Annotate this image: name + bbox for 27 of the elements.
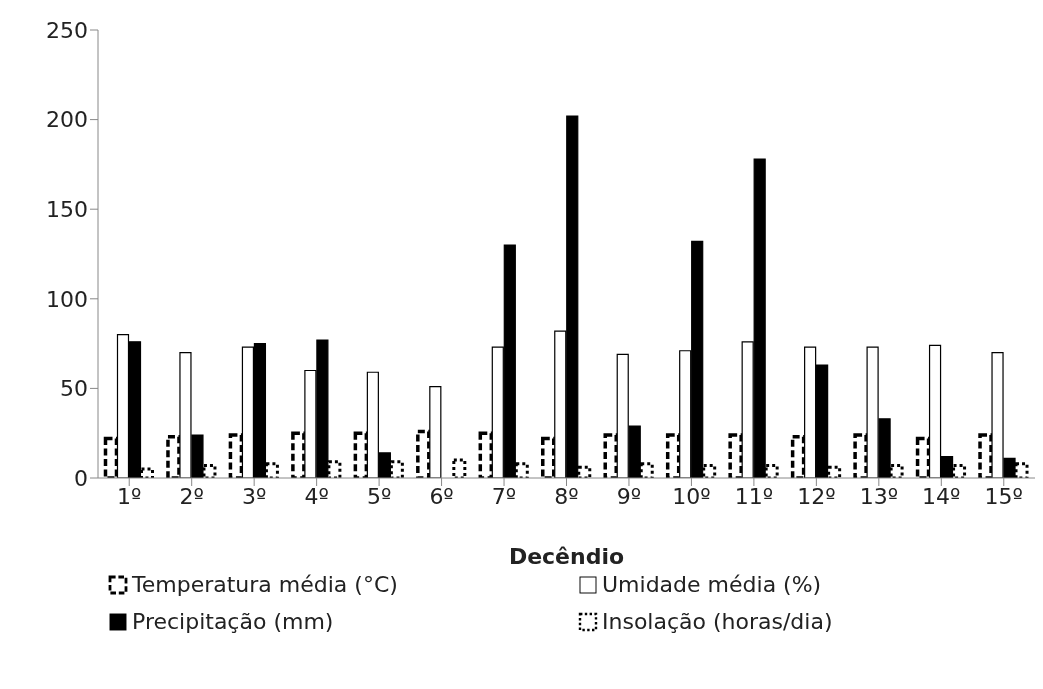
x-tick-label: 13º <box>859 483 899 509</box>
x-tick-label: 1º <box>117 483 142 509</box>
x-tick-label: 8º <box>554 483 579 509</box>
legend-label: Insolação (horas/dia) <box>602 609 833 634</box>
x-tick-label: 6º <box>429 483 454 509</box>
x-tick-label: 7º <box>491 483 517 509</box>
x-tick-label: 4º <box>304 483 329 509</box>
y-tick-label: 200 <box>46 107 88 133</box>
y-tick-label: 50 <box>60 376 88 402</box>
x-tick-label: 9º <box>616 483 642 509</box>
y-tick-label: 0 <box>74 465 88 491</box>
x-tick-label: 2º <box>179 483 204 509</box>
x-tick-label: 12º <box>797 483 836 509</box>
legend-label: Precipitação (mm) <box>132 609 334 634</box>
x-axis-title: Decêndio <box>508 544 625 569</box>
x-tick-label: 5º <box>366 483 392 509</box>
y-tick-label: 150 <box>46 197 88 223</box>
x-tick-label: 14º <box>922 483 961 509</box>
x-tick-label: 10º <box>672 483 711 509</box>
y-tick-label: 250 <box>46 17 88 43</box>
bar <box>452 458 467 478</box>
x-tick-label: 15º <box>984 483 1023 509</box>
legend-label: Umidade média (%) <box>602 572 822 597</box>
x-tick-label: 11º <box>734 483 774 509</box>
legend-label: Temperatura média (°C) <box>132 572 398 597</box>
x-tick-label: 3º <box>241 483 267 509</box>
y-tick-label: 100 <box>46 286 88 312</box>
